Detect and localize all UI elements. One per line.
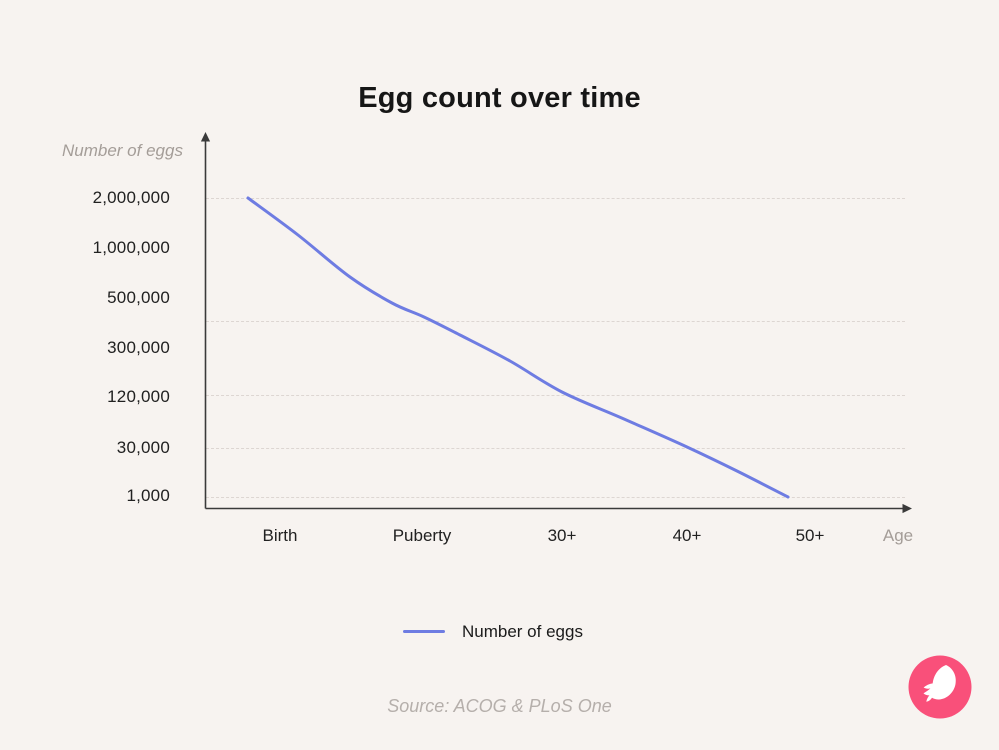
legend-label: Number of eggs (462, 622, 583, 641)
gridline (206, 321, 905, 322)
y-tick-label: 1,000 (126, 486, 170, 505)
y-tick-label: 120,000 (107, 387, 170, 406)
x-tick-label: Puberty (392, 526, 452, 545)
source-attribution: Source: ACOG & PLoS One (387, 696, 612, 716)
gridline (206, 198, 905, 199)
egg-count-line-series (246, 196, 790, 499)
gridline (206, 448, 905, 449)
gridline (206, 497, 905, 498)
y-axis-title: Number of eggs (62, 141, 183, 160)
y-tick-label: 500,000 (107, 288, 170, 307)
x-tick-label: 30+ (547, 526, 577, 545)
x-tick-label: Birth (262, 526, 298, 545)
feather-icon (923, 665, 956, 702)
x-axis-arrow-icon (902, 503, 912, 514)
gridline (206, 395, 905, 396)
y-tick-label: 2,000,000 (92, 188, 170, 207)
y-tick-label: 30,000 (116, 438, 170, 457)
x-tick-label: 50+ (795, 526, 825, 545)
flo-logo (908, 655, 972, 719)
legend-line-swatch (403, 630, 445, 633)
y-axis-arrow-icon (200, 132, 211, 142)
x-tick-label: 40+ (672, 526, 702, 545)
y-tick-label: 300,000 (107, 338, 170, 357)
y-tick-label: 1,000,000 (92, 238, 170, 257)
chart-title: Egg count over time (358, 82, 641, 114)
x-axis-label: Age (882, 526, 914, 545)
